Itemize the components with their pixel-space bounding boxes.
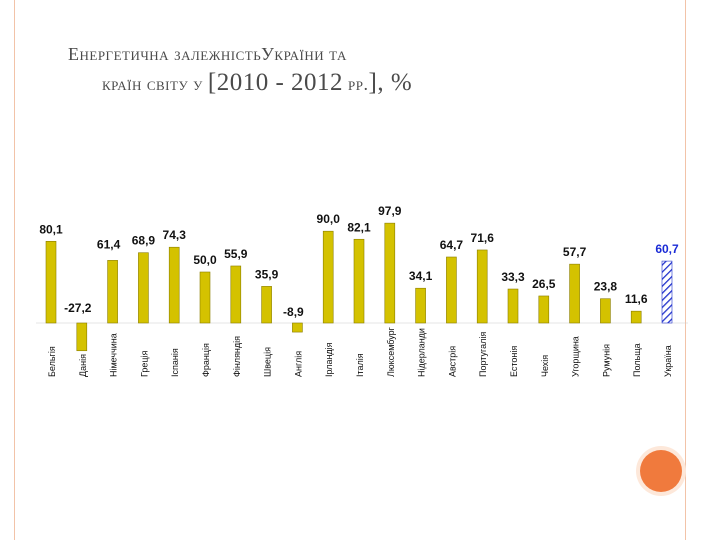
category-label-3: Греція <box>139 350 149 377</box>
bar-14 <box>476 249 488 324</box>
bar-0 <box>45 240 57 324</box>
data-label-16: 26,5 <box>532 277 556 291</box>
category-label-4: Іспанія <box>170 348 180 377</box>
slide-border <box>14 0 686 540</box>
bar-8 <box>292 322 303 333</box>
data-label-2: 61,4 <box>97 237 121 251</box>
category-label-13: Австрія <box>447 346 457 377</box>
bar-1 <box>76 322 88 352</box>
category-label-19: Польща <box>632 343 642 377</box>
category-label-10: Італія <box>355 353 365 377</box>
bar-10 <box>353 238 365 324</box>
data-label-12: 34,1 <box>409 269 433 283</box>
bar-3 <box>138 252 149 324</box>
data-label-1: -27,2 <box>64 301 92 315</box>
category-label-6: Фінляндія <box>232 336 242 377</box>
data-label-5: 50,0 <box>193 253 217 267</box>
bar-5 <box>199 271 211 324</box>
data-label-6: 55,9 <box>224 247 248 261</box>
data-label-20: 60,7 <box>655 242 679 256</box>
title-line-2-part-a: країн світу у <box>102 74 208 95</box>
data-label-10: 82,1 <box>347 220 371 234</box>
title-line-2-unit: ], % <box>368 69 413 97</box>
bar-19 <box>630 310 642 324</box>
title-line-2-years: [2010 - 2012 <box>207 69 344 97</box>
data-label-4: 74,3 <box>163 228 187 242</box>
bar-15 <box>507 288 519 324</box>
data-label-19: 11,6 <box>625 292 648 306</box>
bar-11 <box>384 222 396 324</box>
category-label-1: Данія <box>78 354 88 377</box>
category-label-5: Франція <box>201 343 211 377</box>
data-label-18: 23,8 <box>594 280 618 294</box>
title-line-1: Енергетична залежністьУкраїни та <box>68 42 668 66</box>
bar-9 <box>322 230 334 324</box>
title-line-2: країн світу у [2010 - 2012 рр.], % <box>68 66 668 100</box>
title-line-2-period: рр. <box>343 74 369 95</box>
category-label-12: Нідерланди <box>417 328 427 377</box>
bar-20 <box>661 260 673 324</box>
bar-7 <box>261 286 272 324</box>
category-label-7: Швеція <box>263 347 273 377</box>
bar-2 <box>107 260 118 324</box>
decorative-circle <box>640 450 682 492</box>
category-label-17: Угорщина <box>571 336 581 377</box>
category-label-16: Чехія <box>540 355 550 377</box>
bar-4 <box>168 246 180 324</box>
bar-17 <box>569 263 580 324</box>
data-label-15: 33,3 <box>501 270 525 284</box>
data-label-8: -8,9 <box>283 305 304 319</box>
data-label-9: 90,0 <box>317 212 341 226</box>
category-label-11: Люксембург <box>386 326 396 377</box>
bar-16 <box>538 295 550 324</box>
category-label-8: Англія <box>293 351 303 377</box>
category-label-9: Ірландія <box>324 342 334 377</box>
data-label-0: 80,1 <box>39 222 63 236</box>
category-label-14: Португалія <box>478 332 488 377</box>
category-label-15: Естонія <box>509 346 519 377</box>
bar-12 <box>415 287 426 324</box>
category-label-2: Німеччина <box>109 333 119 377</box>
data-label-17: 57,7 <box>563 245 587 259</box>
bar-13 <box>446 256 457 324</box>
title-line-1-part-b: України та <box>261 44 347 64</box>
data-label-3: 68,9 <box>132 234 156 248</box>
bar-18 <box>600 298 611 324</box>
bar-6 <box>230 265 242 324</box>
category-label-0: Бельгія <box>47 346 57 377</box>
title-line-1-part-a: Енергетична залежність <box>68 44 262 64</box>
data-label-14: 71,6 <box>471 231 495 245</box>
category-label-18: Румунія <box>601 344 611 377</box>
slide-title: Енергетична залежністьУкраїни та країн с… <box>68 42 668 100</box>
data-label-7: 35,9 <box>255 267 279 281</box>
data-label-13: 64,7 <box>440 238 464 252</box>
data-label-11: 97,9 <box>378 204 402 218</box>
category-label-20: Україна <box>663 345 673 377</box>
